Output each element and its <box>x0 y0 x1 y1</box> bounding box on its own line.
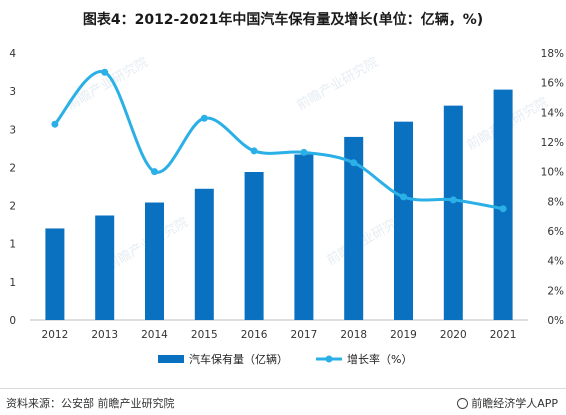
legend-swatch-bar <box>158 355 184 363</box>
legend-label-line: 增长率（%） <box>347 352 412 366</box>
bar <box>294 154 314 320</box>
y-left-tick-label: 1 <box>9 277 16 289</box>
x-tick-label: 2013 <box>91 329 118 341</box>
brand-label: 前瞻经济学人APP <box>471 397 558 410</box>
legend-swatch-point <box>325 355 333 363</box>
bar <box>145 202 164 320</box>
x-tick-label: 2016 <box>241 329 268 341</box>
bar <box>244 172 264 320</box>
line-point <box>400 193 407 201</box>
y-right-tick-label: 18% <box>541 48 564 60</box>
source-note: 资料来源：公安部 前瞻产业研究院 <box>6 397 175 410</box>
watermark-text: 前瞻产业研究院 <box>294 54 381 113</box>
footer: 资料来源：公安部 前瞻产业研究院 前瞻经济学人APP <box>0 388 566 415</box>
line-point <box>200 114 208 122</box>
bar <box>95 215 115 320</box>
bar <box>45 228 65 320</box>
x-tick-label: 2012 <box>42 329 69 341</box>
y-left-tick-label: 3 <box>9 124 16 136</box>
y-right-tick-label: 0% <box>547 315 564 327</box>
y-left-tick-label: 3 <box>9 86 16 98</box>
y-left-tick-label: 2 <box>9 162 16 174</box>
legend: 汽车保有量（亿辆） 增长率（%） <box>158 352 412 366</box>
brand-logo-icon <box>457 398 469 409</box>
y-right-tick-label: 14% <box>541 107 564 119</box>
x-tick-label: 2021 <box>490 329 517 341</box>
line-point <box>449 196 457 204</box>
y-right-tick-label: 4% <box>547 256 564 268</box>
line-point <box>300 148 308 156</box>
x-tick-label: 2020 <box>440 329 467 341</box>
combo-chart: 前瞻产业研究院前瞻产业研究院前瞻产业研究院前瞻产业研究院前瞻产业研究院 0112… <box>9 48 564 366</box>
line-point <box>350 159 358 167</box>
x-tick-label: 2019 <box>390 329 417 341</box>
y-right-tick-label: 12% <box>541 137 564 149</box>
bar <box>194 188 214 320</box>
x-tick-label: 2014 <box>141 329 168 341</box>
line-point <box>499 205 507 213</box>
growth-rate-line <box>53 70 504 211</box>
bar-series-group <box>45 89 513 321</box>
y-right-tick-label: 8% <box>547 196 564 208</box>
y-left-tick-label: 0 <box>9 315 16 327</box>
y-right-tick-label: 6% <box>547 226 564 238</box>
line-point <box>151 168 158 176</box>
y-left-tick-label: 1 <box>9 239 16 251</box>
y-right-tick-label: 16% <box>541 78 564 90</box>
brand-credit: 前瞻经济学人APP <box>457 395 558 411</box>
y-right-tick-label: 2% <box>547 285 564 297</box>
y-left-tick-label: 4 <box>9 48 16 60</box>
x-tick-label: 2015 <box>191 329 218 341</box>
legend-label-bar: 汽车保有量（亿辆） <box>189 352 288 366</box>
bar <box>394 121 413 321</box>
x-tick-label: 2018 <box>340 329 367 341</box>
bar <box>443 105 463 320</box>
bar <box>493 89 513 320</box>
line-series-group <box>51 68 507 213</box>
line-point <box>51 120 59 128</box>
chart-title: 图表4：2012-2021年中国汽车保有量及增长(单位：亿辆，%) <box>82 12 484 28</box>
y-right-tick-label: 10% <box>541 167 564 179</box>
watermark-text: 前瞻产业研究院 <box>64 54 151 113</box>
line-point <box>250 147 258 155</box>
bar <box>344 136 364 320</box>
y-left-tick-label: 2 <box>9 201 16 213</box>
x-tick-label: 2017 <box>291 329 318 341</box>
line-point <box>101 68 109 76</box>
